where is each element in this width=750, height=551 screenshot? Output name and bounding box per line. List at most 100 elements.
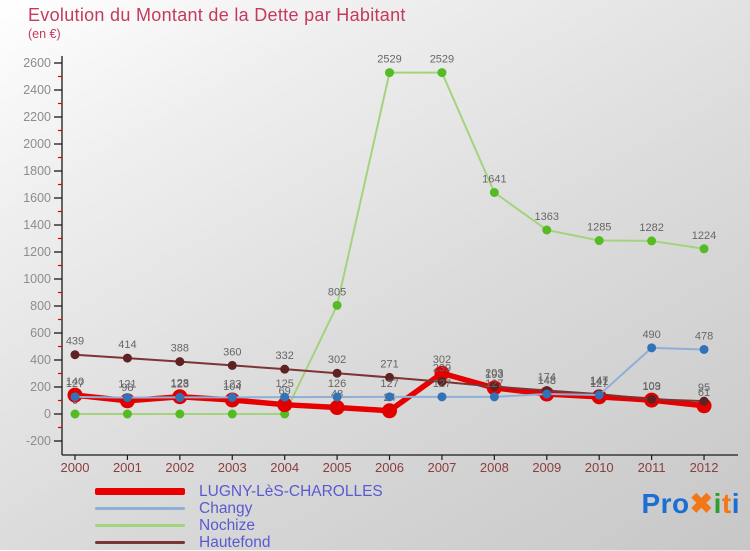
legend-label-nochize: Nochize	[199, 516, 255, 534]
x-tick-label: 2003	[218, 460, 247, 475]
data-label: 174	[538, 372, 556, 384]
y-tick-label: 2600	[23, 56, 51, 70]
y-tick-label: 1400	[23, 218, 51, 232]
data-label: 239	[433, 363, 451, 375]
data-point	[122, 393, 132, 403]
logo-letter-1: r	[660, 488, 673, 519]
data-label: 302	[328, 354, 346, 366]
data-point	[489, 382, 499, 392]
legend-label-hautefond: Hautefond	[199, 533, 271, 551]
data-label: 127	[66, 378, 84, 390]
chart-legend: LUGNY-LèS-CHAROLLES Changy Nochize Haute…	[95, 483, 383, 551]
data-label: 103	[642, 381, 660, 393]
data-point	[332, 300, 342, 310]
logo-letter-0: P	[641, 488, 661, 519]
y-tick-label: 200	[30, 380, 51, 394]
legend-item-nochize: Nochize	[95, 517, 383, 534]
data-point	[594, 390, 604, 400]
data-label: 2529	[430, 54, 454, 66]
x-tick-label: 2001	[113, 460, 142, 475]
data-label: 140	[66, 376, 84, 388]
data-label: 128	[171, 378, 189, 390]
data-label: 193	[485, 369, 503, 381]
legend-label-lugny: LUGNY-LèS-CHAROLLES	[199, 482, 383, 500]
y-tick-label: -200	[26, 434, 51, 448]
proxiti-logo: Pro✖iti	[641, 487, 740, 520]
data-label: 95	[698, 382, 710, 394]
legend-swatch-lugny	[95, 488, 185, 495]
data-label: 203	[485, 368, 503, 380]
data-label: 127	[380, 378, 398, 390]
data-point	[277, 397, 293, 413]
data-point	[122, 409, 132, 419]
x-tick-label: 2005	[323, 460, 352, 475]
data-point	[437, 68, 447, 78]
logo-letter-2: o	[672, 488, 690, 519]
chart-title: Evolution du Montant de la Dette par Hab…	[28, 5, 406, 25]
x-tick-label: 2008	[480, 460, 509, 475]
data-label: 388	[171, 343, 189, 355]
logo-letter-5: t	[721, 488, 732, 519]
data-point	[70, 392, 80, 402]
logo-letter-3: ✖	[689, 488, 714, 519]
data-label: 109	[642, 380, 660, 392]
data-point	[227, 360, 237, 370]
legend-item-changy: Changy	[95, 500, 383, 517]
data-point	[175, 392, 185, 402]
data-point	[434, 365, 450, 381]
data-label: 126	[328, 378, 346, 390]
data-point	[332, 368, 342, 378]
chart-unit-label: (en €)	[28, 27, 61, 41]
legend-swatch-nochize	[95, 524, 185, 527]
data-point	[382, 403, 398, 419]
logo-letter-6: i	[731, 488, 740, 519]
data-point	[385, 392, 395, 402]
data-label: 332	[276, 350, 294, 362]
legend-label-changy: Changy	[199, 499, 253, 517]
data-label: 104	[223, 381, 241, 393]
data-label: 478	[695, 330, 713, 342]
x-tick-label: 2002	[165, 460, 194, 475]
data-label: 98	[121, 382, 133, 394]
data-point	[489, 187, 499, 197]
x-tick-label: 2006	[375, 460, 404, 475]
data-label: 123	[223, 378, 241, 390]
data-point	[699, 396, 709, 406]
data-point	[437, 392, 447, 402]
data-label: 123	[171, 378, 189, 390]
logo-letter-4: i	[713, 488, 722, 519]
data-point	[699, 344, 709, 354]
data-label: 147	[590, 375, 608, 387]
data-label: 439	[66, 336, 84, 348]
legend-item-hautefond: Hautefond	[95, 534, 383, 551]
data-label: 121	[118, 379, 136, 391]
y-tick-label: 2000	[23, 137, 51, 151]
data-point	[542, 389, 552, 399]
data-label: 1363	[535, 211, 559, 223]
data-point	[647, 236, 657, 246]
x-tick-label: 2012	[690, 460, 719, 475]
legend-item-lugny: LUGNY-LèS-CHAROLLES	[95, 483, 383, 500]
data-label: 141	[590, 376, 608, 388]
x-tick-label: 2000	[61, 460, 90, 475]
legend-swatch-hautefond	[95, 541, 185, 544]
data-point	[332, 392, 342, 402]
data-label: 148	[538, 375, 556, 387]
data-point	[542, 225, 552, 235]
data-point	[175, 357, 185, 367]
x-tick-label: 2011	[638, 460, 666, 475]
y-tick-label: 1800	[23, 164, 51, 178]
data-label: 127	[590, 378, 608, 390]
data-point	[280, 364, 290, 374]
data-label: 414	[118, 339, 136, 351]
data-point	[437, 377, 447, 387]
x-tick-label: 2004	[270, 460, 299, 475]
y-tick-label: 1200	[23, 245, 51, 259]
data-point	[594, 236, 604, 246]
y-tick-label: 1600	[23, 191, 51, 205]
data-label: 360	[223, 346, 241, 358]
data-label: 61	[698, 387, 710, 399]
y-tick-label: 1000	[23, 272, 51, 286]
data-point	[70, 409, 80, 419]
